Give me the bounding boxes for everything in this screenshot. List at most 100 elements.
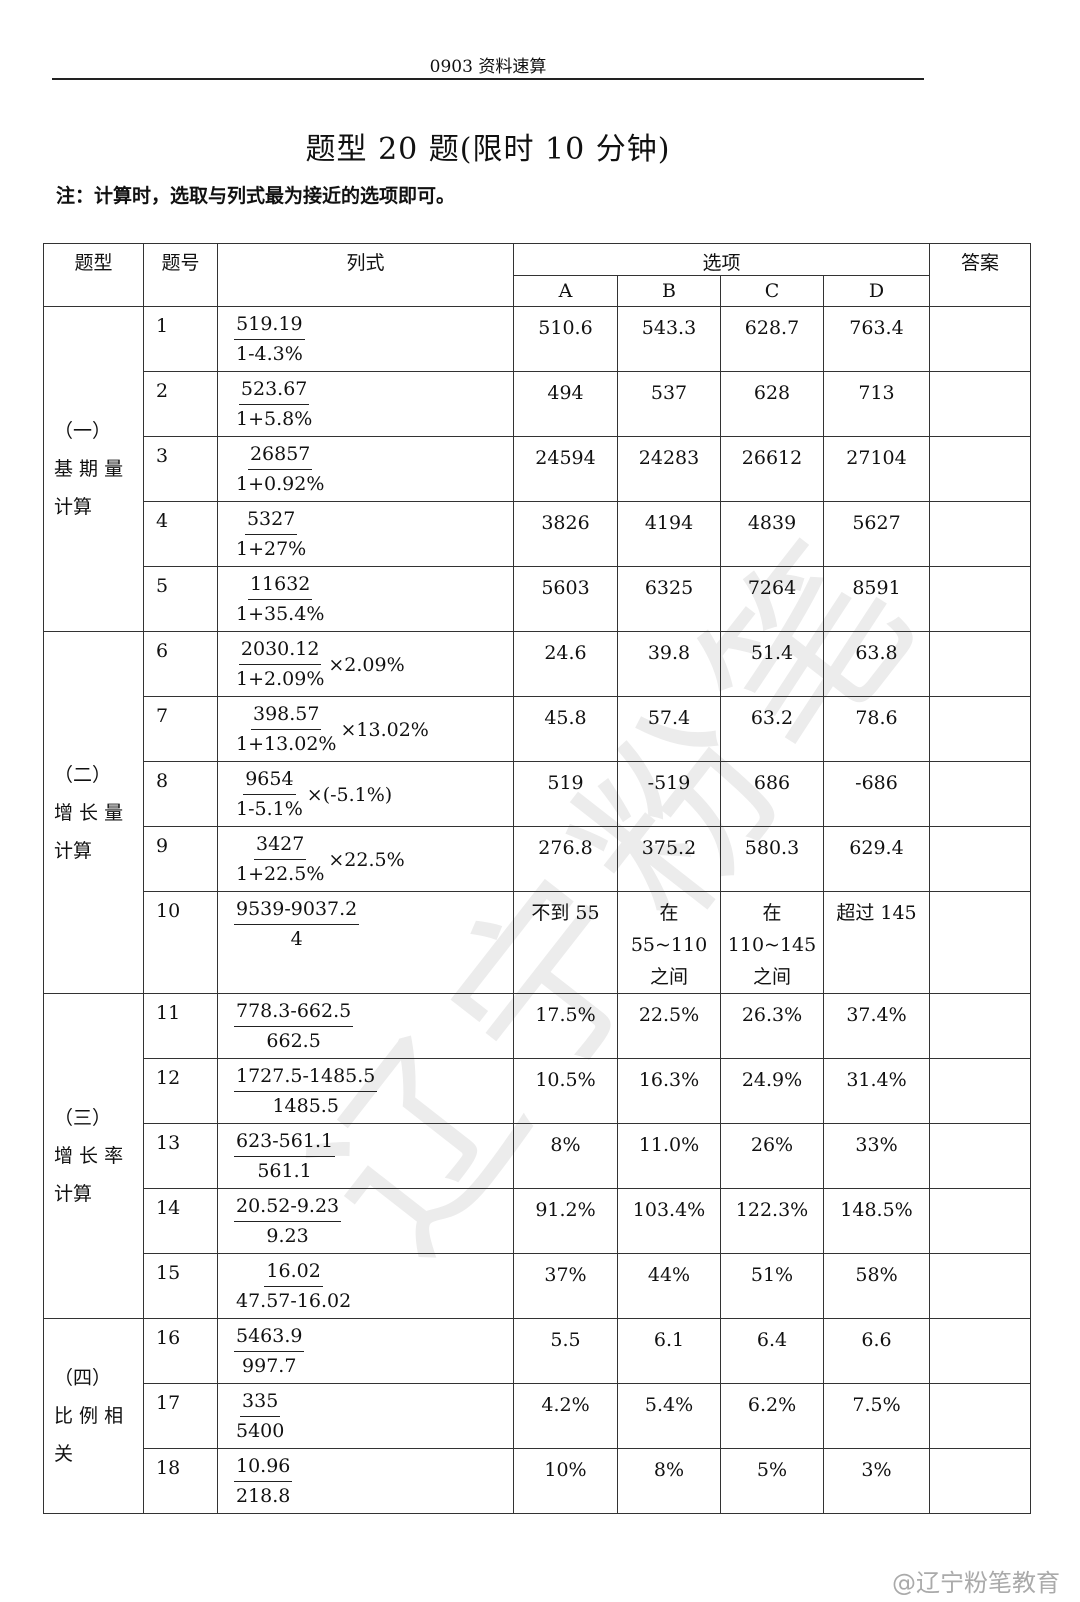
table-row: 12 1727.5-1485.5 1485.5 10.5% 16.3% 24.9% 31.4…	[44, 1058, 1032, 1124]
option-b-cell: 8%	[617, 1448, 721, 1514]
option-c-cell: 6.2%	[720, 1383, 824, 1449]
option-d-cell: 148.5%	[822, 1188, 931, 1254]
option-d-cell: 78.6	[822, 696, 931, 762]
answer-cell[interactable]	[929, 436, 1032, 502]
fraction: 9539-9037.2 4	[234, 895, 360, 954]
option-a-cell: 45.8	[513, 696, 618, 762]
option-b-cell: 57.4	[617, 696, 721, 762]
fraction-denominator: 47.57-16.02	[236, 1290, 352, 1312]
formula-cell: 10.96 218.8	[217, 1448, 514, 1514]
formula-multiplier: ×2.09%	[328, 653, 405, 676]
formula-cell: 20.52-9.23 9.23	[217, 1188, 514, 1254]
formula-cell: 26857 1+0.92%	[217, 436, 514, 502]
category-label-line: 计算	[54, 1183, 93, 1205]
option-b-cell: 在 55~110 之间	[617, 891, 721, 994]
fraction: 778.3-662.5 662.5	[234, 997, 354, 1056]
option-d-cell: 超过 145	[822, 891, 931, 994]
answer-cell[interactable]	[929, 306, 1032, 372]
answer-cell[interactable]	[929, 1123, 1032, 1189]
answer-cell[interactable]	[929, 1253, 1032, 1319]
fraction: 5463.9 997.7	[234, 1322, 305, 1381]
fraction-numerator: 10.96	[234, 1452, 293, 1482]
category-cell: （三） 增 长 率计算	[43, 993, 144, 1319]
category-label-line: 比 例 相	[54, 1405, 124, 1427]
fraction-denominator: 1+27%	[236, 538, 307, 560]
option-d-cell: 8591	[822, 566, 931, 632]
fraction-denominator: 662.5	[266, 1030, 321, 1052]
question-number: 2	[143, 371, 218, 437]
fraction-denominator: 1-4.3%	[236, 343, 303, 365]
category-label-line: （三）	[54, 1107, 112, 1129]
option-d-cell: 31.4%	[822, 1058, 931, 1124]
fraction-numerator: 623-561.1	[234, 1127, 336, 1157]
category-label-line: （一）	[54, 420, 112, 442]
formula-multiplier: ×13.02%	[340, 718, 429, 741]
option-b-cell: 39.8	[617, 631, 721, 697]
answer-cell[interactable]	[929, 1383, 1032, 1449]
category-label-line: 关	[54, 1443, 74, 1465]
option-d-cell: 3%	[822, 1448, 931, 1514]
fraction-denominator: 1+35.4%	[236, 603, 325, 625]
fraction: 20.52-9.23 9.23	[234, 1192, 342, 1251]
header-option-a: A	[513, 275, 618, 307]
answer-cell[interactable]	[929, 696, 1032, 762]
answer-cell[interactable]	[929, 993, 1032, 1059]
answer-cell[interactable]	[929, 1188, 1032, 1254]
option-a-cell: 3826	[513, 501, 618, 567]
answer-cell[interactable]	[929, 1318, 1032, 1384]
option-c-cell: 580.3	[720, 826, 824, 892]
header-formula: 列式	[217, 243, 514, 307]
question-number: 5	[143, 566, 218, 632]
option-a-cell: 4.2%	[513, 1383, 618, 1449]
header-options: 选项	[512, 243, 931, 276]
fraction-numerator: 9539-9037.2	[234, 895, 360, 925]
option-c-cell: 26612	[720, 436, 824, 502]
option-c-cell: 5%	[720, 1448, 824, 1514]
answer-cell[interactable]	[929, 371, 1032, 437]
option-c-cell: 63.2	[720, 696, 824, 762]
category-label-line: 增 长 量	[54, 801, 124, 824]
option-b-cell: -519	[617, 761, 721, 827]
fraction-numerator: 335	[240, 1387, 281, 1417]
question-number: 18	[143, 1448, 218, 1514]
option-d-cell: 63.8	[822, 631, 931, 697]
table-row: 17 335 5400 4.2% 5.4% 6.2% 7.5%	[44, 1383, 1032, 1449]
option-d-cell: 58%	[822, 1253, 931, 1319]
table-row: 3 26857 1+0.92% 24594 24283 26612 27104	[44, 436, 1032, 502]
category-label-line: 基 期 量	[54, 458, 124, 480]
option-b-cell: 543.3	[617, 306, 721, 372]
question-number: 15	[143, 1253, 218, 1319]
option-b-cell: 375.2	[617, 826, 721, 892]
answer-cell[interactable]	[929, 761, 1032, 827]
fraction-denominator: 1+2.09%	[236, 668, 325, 690]
formula-cell: 623-561.1 561.1	[217, 1123, 514, 1189]
answer-cell[interactable]	[929, 1448, 1032, 1514]
option-c-cell: 628	[720, 371, 824, 437]
answer-cell[interactable]	[929, 1058, 1032, 1124]
table-row: 2 523.67 1+5.8% 494 537 628 713	[44, 371, 1032, 437]
fraction-denominator: 4	[290, 928, 303, 950]
formula-cell: 3427 1+22.5% ×22.5%	[217, 826, 514, 892]
option-b-cell: 16.3%	[617, 1058, 721, 1124]
fraction: 10.96 218.8	[234, 1452, 293, 1511]
option-a-cell: 10%	[513, 1448, 618, 1514]
answer-cell[interactable]	[929, 631, 1032, 697]
option-c-cell: 6.4	[720, 1318, 824, 1384]
formula-multiplier: ×(-5.1%)	[306, 783, 393, 806]
header-rule	[52, 78, 924, 80]
fraction: 519.19 1-4.3%	[234, 310, 305, 369]
fraction-denominator: 1-5.1%	[236, 798, 303, 820]
formula-cell: 519.19 1-4.3%	[217, 306, 514, 372]
fraction-denominator: 997.7	[242, 1355, 297, 1377]
header-number: 题号	[143, 243, 218, 307]
question-number: 6	[143, 631, 218, 697]
answer-cell[interactable]	[929, 566, 1032, 632]
answer-cell[interactable]	[929, 826, 1032, 892]
table-body: （一）基 期 量计算 1 519.19 1-4.3% 510.6 543.3 628.7 76…	[43, 306, 1032, 1514]
table-row: 8 9654 1-5.1% ×(-5.1%) 519 -519 686 -686	[44, 761, 1032, 827]
option-d-cell: 27104	[822, 436, 931, 502]
table-row: （三）增 长 率计算 11 778.3-662.5 662.5 17.5% 22.5% 26…	[43, 993, 1032, 1319]
answer-cell[interactable]	[929, 501, 1032, 567]
answer-cell[interactable]	[929, 891, 1032, 994]
formula-cell: 398.57 1+13.02% ×13.02%	[217, 696, 514, 762]
